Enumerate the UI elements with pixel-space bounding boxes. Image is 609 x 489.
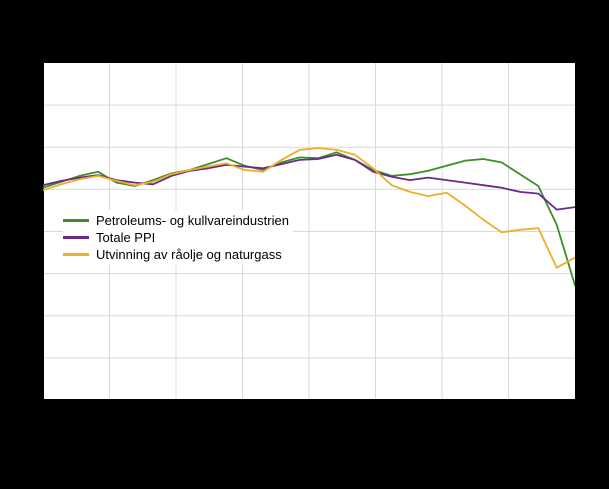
series-line bbox=[43, 153, 575, 211]
legend: Petroleums- og kullvareindustrien Totale… bbox=[63, 210, 293, 265]
plot-area: Petroleums- og kullvareindustrien Totale… bbox=[43, 63, 575, 400]
legend-label: Petroleums- og kullvareindustrien bbox=[96, 213, 289, 228]
legend-item: Petroleums- og kullvareindustrien bbox=[63, 212, 289, 229]
legend-item: Utvinning av råolje og naturgass bbox=[63, 246, 289, 263]
legend-label: Totale PPI bbox=[96, 230, 156, 245]
legend-item: Totale PPI bbox=[63, 229, 289, 246]
line-chart bbox=[43, 63, 575, 400]
legend-line-swatch-green bbox=[63, 219, 89, 222]
legend-line-swatch-yellow bbox=[63, 253, 89, 256]
legend-line-swatch-purple bbox=[63, 236, 89, 239]
legend-label: Utvinning av råolje og naturgass bbox=[96, 247, 282, 262]
series-line bbox=[43, 151, 575, 287]
series-line bbox=[43, 147, 575, 269]
